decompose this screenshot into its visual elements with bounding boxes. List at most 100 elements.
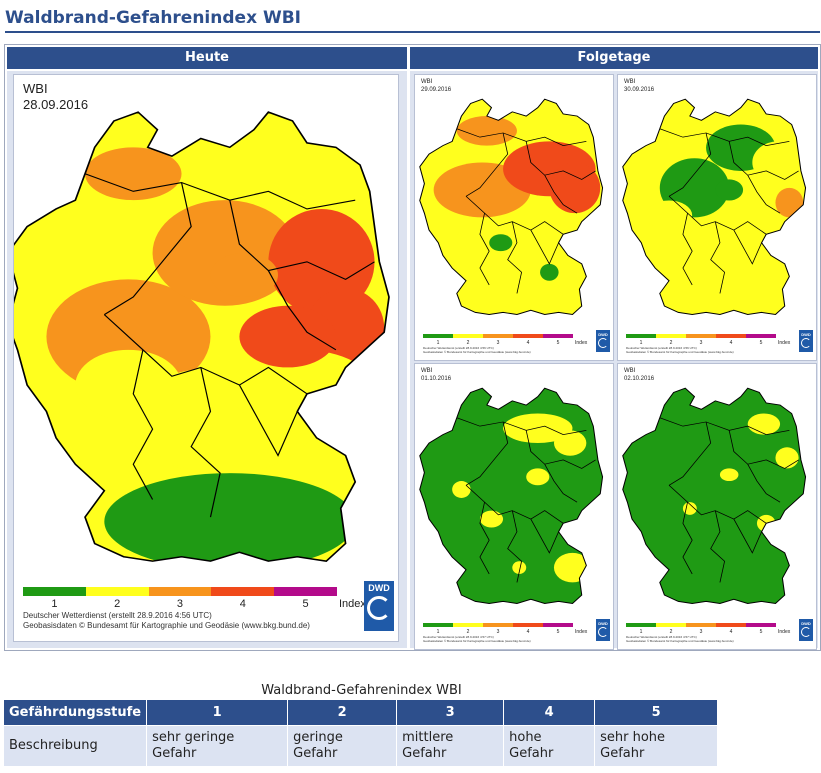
state-border — [132, 349, 154, 500]
state-border — [668, 132, 712, 197]
description-level-4: hohe Gefahr — [503, 725, 596, 767]
credit-line: Deutscher Wetterdienst (erstellt 28.9.20… — [626, 346, 697, 350]
state-border — [465, 132, 509, 197]
state-border — [530, 229, 559, 265]
state-border — [84, 173, 356, 210]
legend-color-bar — [423, 623, 573, 627]
legend-value: 5 — [556, 340, 560, 346]
credit-line: Geobasisdaten © Bundesamt für Kartograph… — [626, 350, 734, 354]
legend-swatch-5 — [746, 623, 776, 627]
legend-value: 1 — [436, 340, 440, 346]
legend-values: 1 2 3 4 5 Index — [23, 598, 366, 610]
state-border — [668, 196, 767, 235]
legend-value: 4 — [526, 629, 530, 635]
map-day-4[interactable]: WBI 02.10.2016 1 2 3 4 5 Index Deutscher Wetterd… — [617, 363, 817, 650]
header-today: Heute — [7, 47, 407, 69]
state-border — [268, 261, 375, 281]
legend-values: 1 2 3 4 5 Index — [423, 629, 588, 635]
country-outline — [419, 98, 604, 316]
state-border — [525, 430, 578, 503]
map-index-label: WBI — [421, 368, 433, 374]
map-day-2[interactable]: WBI 30.09.2016 1 2 3 4 5 Index Deutscher Wetterd… — [617, 74, 817, 361]
legend-swatch-3 — [686, 623, 716, 627]
legend-swatch-2 — [656, 334, 686, 338]
dwd-swirl-icon — [598, 627, 608, 637]
danger-level-table: Gefährdungsstufe 1 2 3 4 5 Beschreibung … — [2, 699, 719, 767]
wbi-region — [210, 252, 279, 297]
credit-line: Deutscher Wetterdienst (erstellt 28.9.20… — [423, 635, 494, 639]
dwd-logo: DWD — [364, 581, 394, 631]
state-border — [465, 485, 564, 524]
state-border — [465, 421, 509, 486]
wbi-region — [489, 234, 513, 252]
state-border — [733, 229, 762, 265]
state-border — [682, 213, 693, 286]
state-border — [507, 221, 523, 294]
wbi-region — [452, 481, 471, 498]
legend-swatch-5 — [746, 334, 776, 338]
legend-values: 1 2 3 4 5 Index — [423, 340, 588, 346]
map-index-label: WBI — [624, 368, 636, 374]
legend-color-bar — [626, 334, 776, 338]
legend-value: 5 — [556, 629, 560, 635]
country-outline — [419, 387, 604, 605]
state-border — [659, 128, 790, 147]
dwd-logo: DWD — [596, 330, 610, 352]
legend-value: 4 — [729, 340, 733, 346]
legend-swatch-1 — [423, 623, 453, 627]
map-index-label: WBI — [624, 79, 636, 85]
wbi-region — [456, 116, 517, 146]
legend-values: 1 2 3 4 5 Index — [626, 629, 791, 635]
legend-swatch-4 — [716, 623, 746, 627]
credit-line: Deutscher Wetterdienst (erstellt 28.9.20… — [626, 635, 697, 639]
germany-map — [622, 387, 807, 605]
header-following-days: Folgetage — [410, 47, 818, 69]
legend-unit: Index — [778, 629, 791, 635]
legend-unit: Index — [778, 340, 791, 346]
dwd-logo: DWD — [596, 619, 610, 641]
map-day-1[interactable]: WBI 29.09.2016 1 2 3 4 5 Index Deutscher Wetterd… — [414, 74, 614, 361]
legend-color-bar — [423, 334, 573, 338]
wbi-region — [503, 413, 573, 444]
legend-swatch-3 — [148, 587, 212, 596]
legend-value: 2 — [669, 340, 673, 346]
legend-value: 2 — [114, 598, 121, 610]
wbi-region — [526, 468, 550, 486]
state-border — [544, 459, 596, 469]
legend-value: 5 — [759, 629, 763, 635]
map-day-3[interactable]: WBI 01.10.2016 1 2 3 4 5 Index Deutscher Wetterd… — [414, 363, 614, 650]
map-today[interactable]: WBI 28.09.2016 1 2 3 4 5 Index Deutscher Wetterd… — [13, 74, 399, 642]
wbi-region — [775, 187, 804, 218]
dwd-swirl-icon — [367, 596, 391, 620]
state-border — [465, 196, 564, 235]
legend-swatch-3 — [483, 623, 513, 627]
legend-swatch-3 — [686, 334, 716, 338]
wbi-region — [239, 305, 336, 368]
header-level-3: 3 — [396, 699, 505, 726]
wbi-region — [747, 413, 781, 435]
wbi-region — [752, 141, 804, 184]
dwd-logo: DWD — [799, 619, 813, 641]
state-border — [659, 417, 790, 436]
map-date: 30.09.2016 — [624, 87, 655, 93]
legend-unit: Index — [338, 598, 366, 610]
map-index-label: WBI — [23, 81, 48, 96]
credit-line: Deutscher Wetterdienst (erstellt 28.9.20… — [23, 611, 212, 620]
state-border — [733, 518, 762, 554]
wbi-region — [715, 179, 744, 201]
state-border — [479, 502, 490, 575]
state-border — [544, 170, 596, 180]
germany-map — [419, 98, 604, 316]
credit-line: Geobasisdaten © Bundesamt für Kartograph… — [626, 639, 734, 643]
legend-value: 2 — [466, 629, 470, 635]
row-label-description: Beschreibung — [2, 725, 148, 767]
wbi-region — [75, 349, 182, 421]
legend-swatch-1 — [23, 587, 86, 596]
legend-value: 1 — [436, 629, 440, 635]
state-border — [668, 485, 767, 524]
state-border — [747, 170, 799, 180]
legend-swatch-5 — [543, 623, 573, 627]
state-border — [530, 518, 559, 554]
description-level-3: mittlere Gefahr — [396, 725, 505, 767]
state-border — [728, 430, 781, 503]
